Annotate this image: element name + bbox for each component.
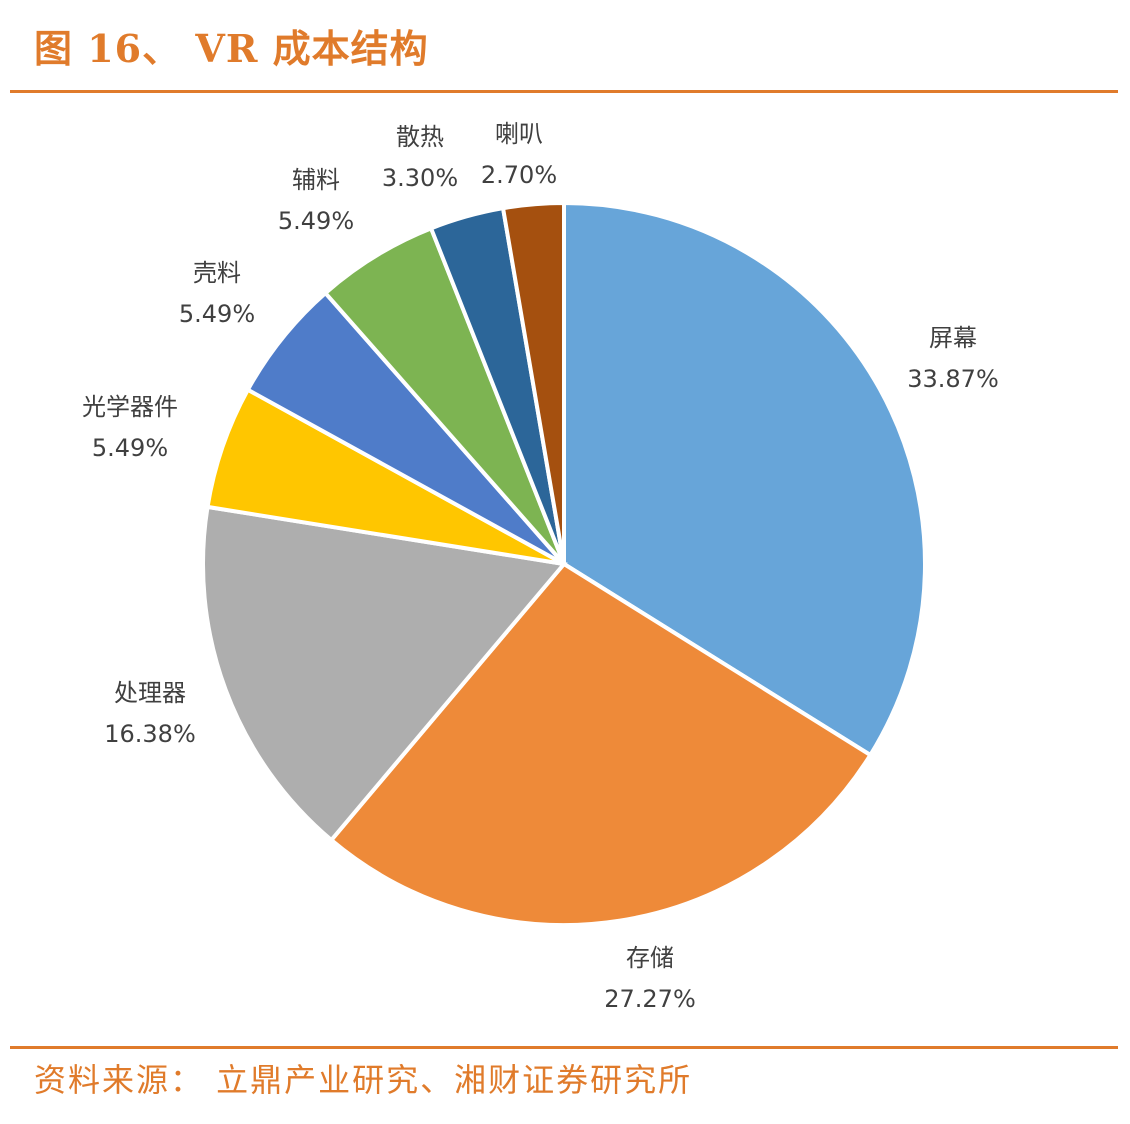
slice-label: 壳料 5.49% [179, 253, 255, 335]
source-note: 资料来源： 立鼎产业研究、湘财证券研究所 [34, 1061, 693, 1099]
pie-slice-1 [328, 561, 874, 927]
bottom-divider [10, 1046, 1118, 1049]
slice-label: 散热 3.30% [382, 117, 458, 199]
slice-label: 喇叭 2.70% [481, 114, 557, 196]
slice-category: 光学器件 [82, 393, 178, 421]
pie-slice-2 [201, 504, 568, 843]
slice-category: 处理器 [113, 679, 186, 707]
slice-label: 辅料 5.49% [278, 160, 354, 242]
slice-value: 16.38% [104, 720, 196, 748]
slice-value: 2.70% [480, 161, 558, 189]
slice-category: 壳料 [193, 259, 241, 287]
slice-category: 喇叭 [495, 120, 543, 148]
slice-category: 存储 [625, 944, 674, 972]
figure-title: 图 16、 VR 成本结构 [34, 26, 429, 71]
slice-value: 27.27% [604, 985, 696, 1013]
slice-value: 33.87% [907, 365, 999, 393]
slice-value: 5.49% [91, 434, 169, 462]
pie-slice-0 [562, 200, 927, 758]
slice-category: 辅料 [292, 166, 340, 194]
slice-category: 屏幕 [928, 324, 977, 352]
slice-value: 5.49% [178, 300, 256, 328]
slice-label: 屏幕 33.87% [907, 318, 999, 400]
slice-value: 5.49% [277, 207, 355, 235]
top-divider [10, 90, 1118, 93]
slice-label: 处理器 16.38% [104, 673, 196, 755]
slice-value: 3.30% [381, 164, 459, 192]
slice-label: 存储 27.27% [604, 938, 696, 1020]
slice-label: 光学器件 5.49% [82, 387, 178, 469]
slice-category: 散热 [396, 123, 444, 151]
pie-slice-7 [500, 200, 566, 565]
